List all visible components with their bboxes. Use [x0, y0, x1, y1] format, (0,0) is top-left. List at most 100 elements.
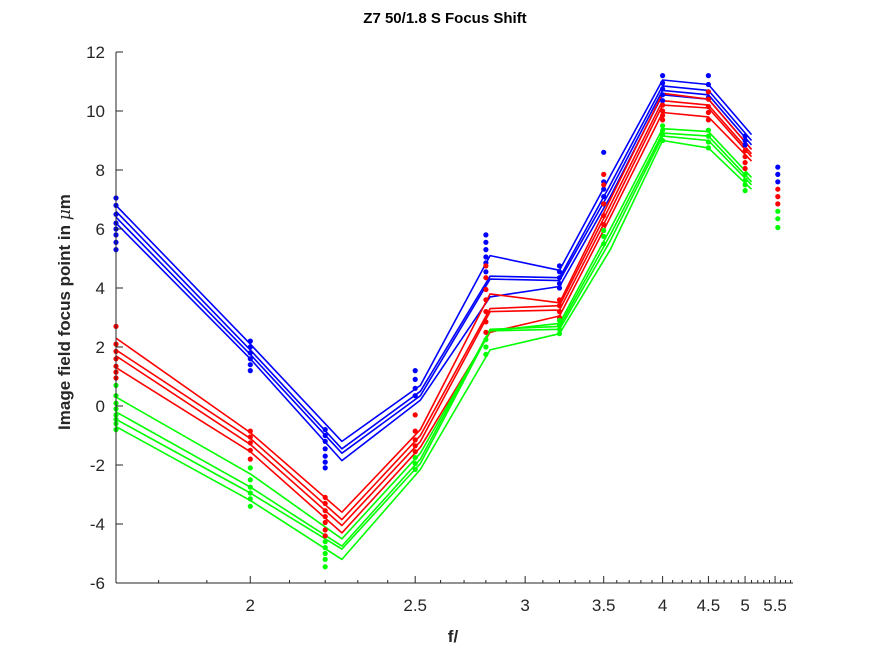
data-point-red: [412, 428, 418, 434]
data-point-green: [322, 556, 328, 563]
data-point-red: [705, 104, 712, 110]
data-point-red: [322, 514, 328, 520]
data-point-green: [705, 139, 712, 145]
data-point-red: [556, 303, 563, 309]
data-point-blue: [742, 137, 748, 144]
data-point-green: [705, 133, 712, 139]
data-point-red: [660, 117, 666, 123]
data-point-blue: [742, 133, 748, 139]
data-point-red: [775, 194, 781, 200]
data-point-green: [705, 145, 712, 151]
data-point-red: [247, 456, 253, 462]
data-point-blue: [775, 171, 781, 177]
y-tick-label: 10: [86, 102, 105, 121]
series-line-blue: [115, 79, 753, 443]
data-point-red: [483, 297, 489, 303]
y-tick-label: -2: [90, 456, 105, 475]
data-point-red: [705, 89, 712, 95]
data-point-blue: [483, 247, 489, 253]
data-point-blue: [705, 81, 712, 88]
series-line-green: [115, 139, 753, 561]
data-point-red: [775, 186, 781, 192]
plot-area: [113, 73, 781, 570]
data-point-red: [322, 494, 328, 500]
data-point-blue: [601, 186, 607, 192]
x-tick-label: 3: [520, 596, 529, 615]
y-tick-label: -4: [90, 515, 105, 534]
data-point-green: [322, 539, 328, 545]
data-point-green: [322, 550, 328, 557]
data-point-red: [322, 533, 328, 539]
data-point-red: [247, 428, 253, 434]
x-ticks: 2 2.5 3 3.5 4 4.5 5 5.5: [158, 576, 792, 615]
x-tick-label: 5.5: [763, 596, 787, 615]
data-point-blue: [660, 92, 666, 98]
data-point-green: [601, 233, 607, 239]
data-point-red: [412, 449, 418, 455]
data-point-red: [601, 213, 607, 219]
data-point-blue: [247, 350, 253, 356]
y-axis-label-mu: μ: [55, 209, 75, 220]
data-point-green: [601, 227, 607, 234]
data-point-green: [412, 466, 418, 472]
data-point-red: [483, 286, 489, 293]
data-point-red: [412, 437, 418, 443]
data-point-green: [483, 344, 489, 350]
x-tick-label: 2.5: [403, 596, 427, 615]
data-point-green: [247, 503, 253, 509]
y-tick-label: 4: [96, 279, 105, 298]
data-point-green: [247, 484, 253, 490]
y-tick-label: -6: [90, 574, 105, 593]
data-point-blue: [412, 368, 418, 374]
data-point-green: [247, 496, 253, 502]
series-line-red: [115, 104, 753, 527]
data-point-green: [742, 171, 748, 177]
data-point-red: [660, 102, 666, 108]
data-point-blue: [247, 362, 253, 368]
x-tick-label: 3.5: [592, 596, 616, 615]
data-point-green: [247, 465, 253, 471]
data-point-green: [660, 132, 666, 138]
y-tick-label: 8: [96, 161, 105, 180]
data-point-red: [247, 440, 253, 446]
data-point-blue: [322, 432, 328, 439]
data-point-blue: [322, 453, 328, 459]
y-tick-label: 2: [96, 338, 105, 357]
data-point-red: [483, 319, 489, 325]
chart-title: Z7 50/1.8 S Focus Shift: [363, 10, 526, 27]
series-line-red: [115, 92, 753, 514]
data-point-red: [247, 434, 253, 440]
data-point-blue: [705, 73, 712, 79]
data-point-red: [556, 297, 563, 303]
data-point-blue: [322, 427, 328, 433]
data-point-red: [322, 508, 328, 514]
data-point-green: [775, 216, 781, 222]
data-point-red: [601, 171, 607, 177]
series-line-red: [115, 99, 753, 521]
data-point-blue: [483, 239, 489, 245]
series-line-green: [115, 132, 753, 547]
data-points: [113, 73, 781, 570]
data-point-green: [322, 545, 328, 551]
data-point-blue: [412, 385, 418, 391]
data-point-blue: [247, 338, 253, 344]
data-point-red: [660, 108, 666, 114]
x-tick-label: 5: [740, 596, 749, 615]
y-axis-label-unit: m: [55, 194, 74, 209]
series-line-blue: [115, 89, 753, 455]
data-point-green: [601, 241, 607, 247]
data-point-green: [705, 127, 712, 133]
data-point-red: [412, 412, 418, 418]
data-point-blue: [660, 73, 666, 79]
data-point-blue: [775, 179, 781, 185]
data-point-blue: [483, 269, 489, 275]
data-point-blue: [556, 269, 563, 275]
data-point-red: [483, 275, 489, 281]
data-point-red: [322, 527, 328, 533]
data-point-red: [601, 182, 607, 188]
data-point-blue: [412, 376, 418, 382]
data-point-blue: [483, 254, 489, 260]
data-point-red: [705, 117, 712, 123]
data-point-blue: [412, 393, 418, 399]
